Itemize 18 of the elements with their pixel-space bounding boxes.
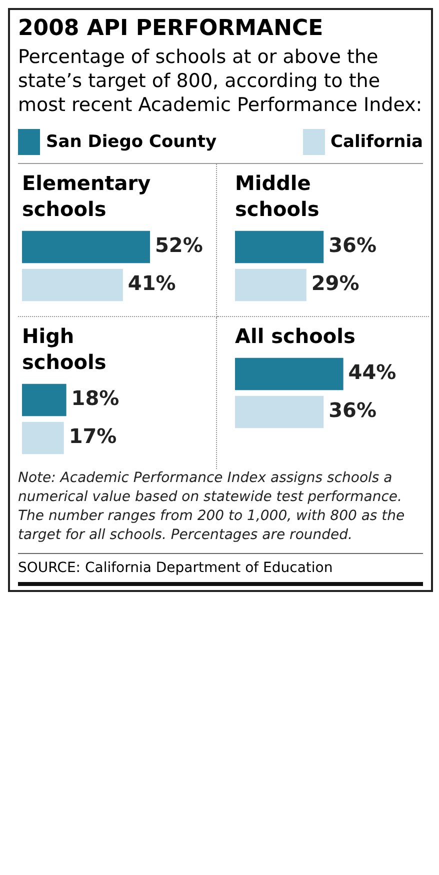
data-label: 52% xyxy=(155,233,203,258)
text: Note: Academic Performance Index assigns schools a numerical value based on statewide test performance. The number ranges from 200 to 1,000, with 800 as the target for all schools. Percentages are rounded. xyxy=(18,469,423,554)
data-label: 41% xyxy=(128,271,176,296)
legend-label: San Diego County xyxy=(46,132,217,152)
data-label: 44% xyxy=(348,360,396,384)
data-label: 29% xyxy=(311,271,360,296)
data-label: 18% xyxy=(71,386,120,410)
data-label: 17% xyxy=(68,424,117,448)
source-note: SOURCE: California Department of Education xyxy=(18,554,423,586)
chart-title: High schools xyxy=(22,323,108,375)
text: 2008 API PERFORMANCE xyxy=(18,16,324,41)
data-label: 36% xyxy=(328,398,376,422)
chart-title: All schools xyxy=(235,323,356,349)
text: Percentage of schools at or above the state’s target of 800, according to the most recent Academic Performance Index: xyxy=(18,45,423,117)
chart-title: Middle schools xyxy=(235,170,320,222)
chart-title: Elementary schools xyxy=(22,170,152,222)
data-label: 36% xyxy=(328,233,376,258)
legend-label: California xyxy=(330,132,423,152)
